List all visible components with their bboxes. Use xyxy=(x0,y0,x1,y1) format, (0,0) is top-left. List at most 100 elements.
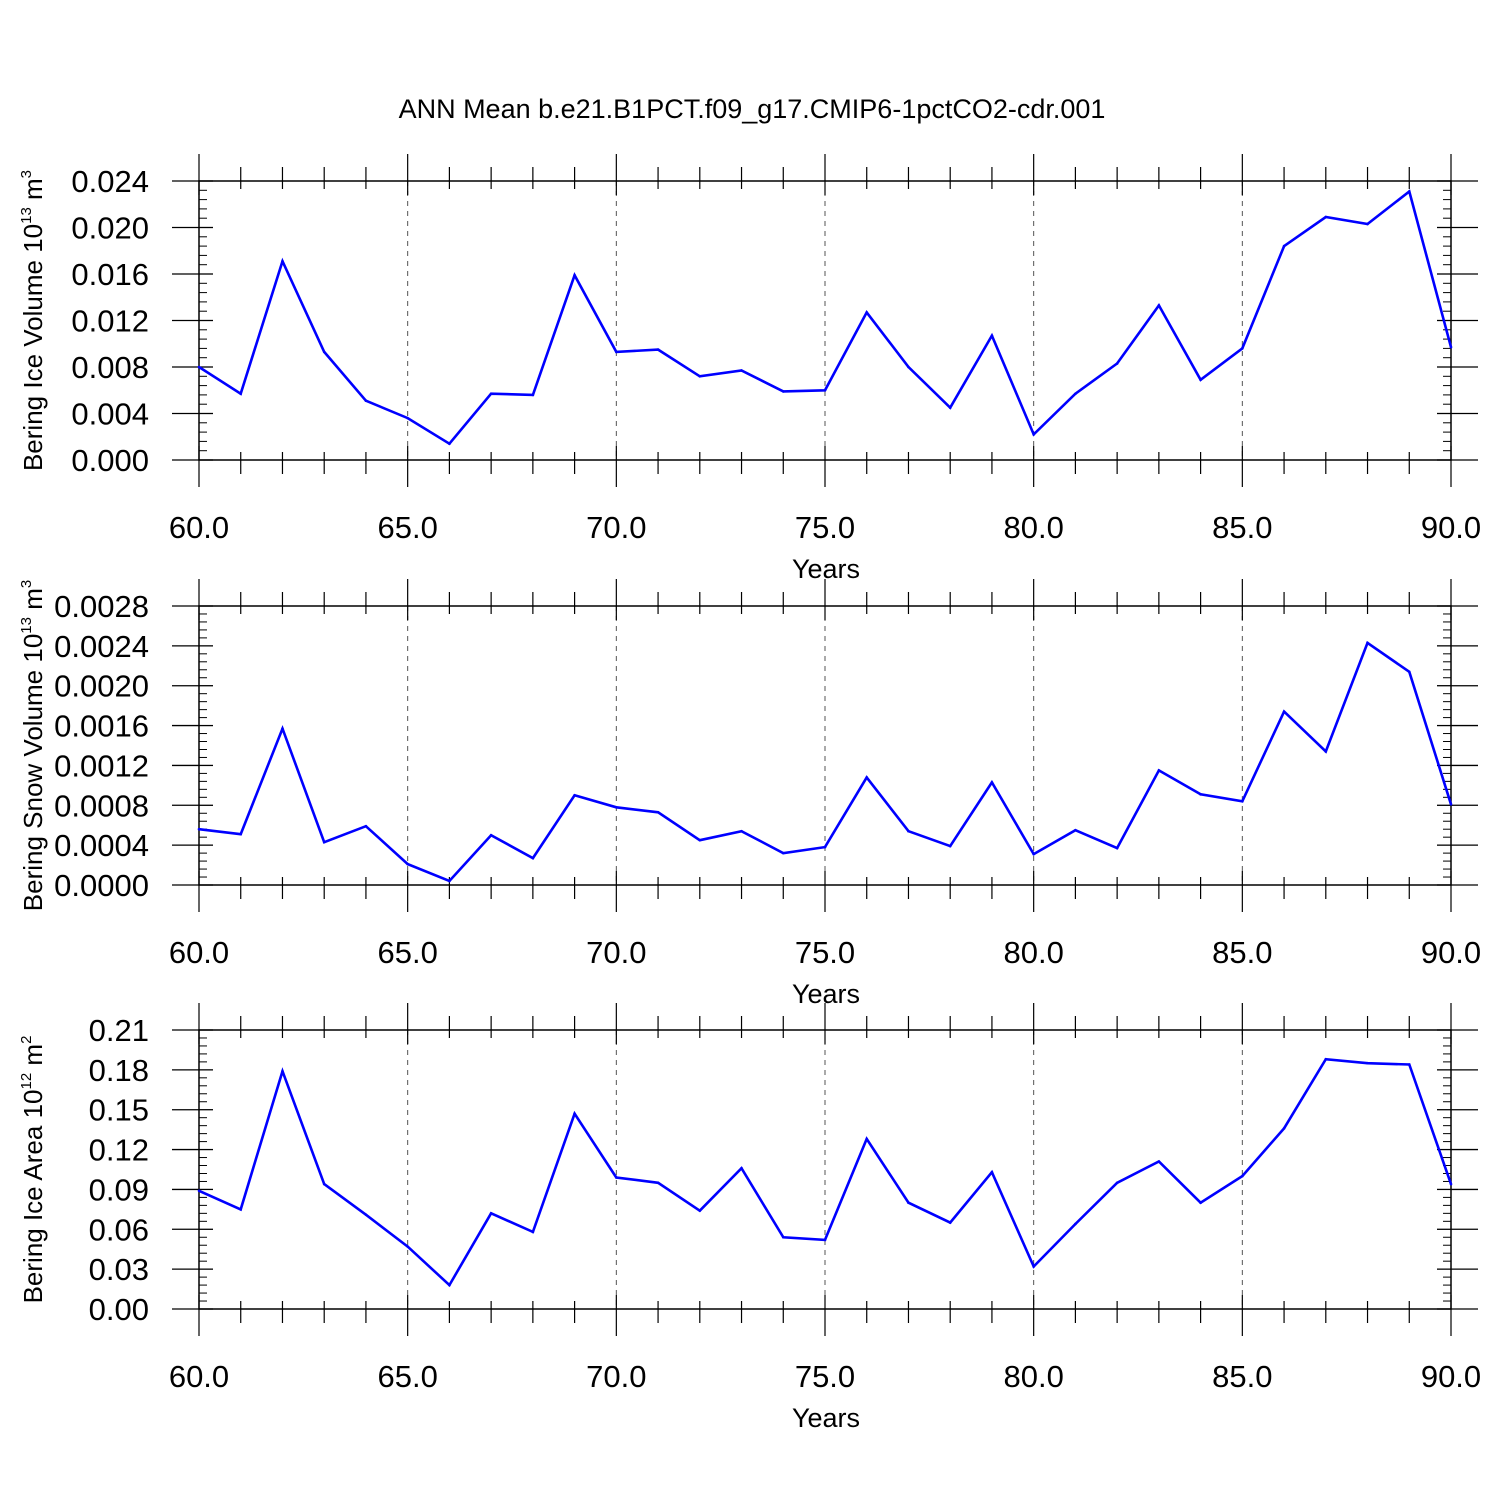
data-point xyxy=(1032,1265,1035,1268)
x-tick-label: 90.0 xyxy=(1421,1359,1481,1394)
data-point xyxy=(531,1230,535,1234)
x-tick-label: 60.0 xyxy=(169,1359,229,1394)
y-axis-title-unit: m xyxy=(18,1044,48,1073)
data-point xyxy=(1324,1057,1328,1061)
data-point xyxy=(1366,222,1369,226)
data-point xyxy=(1074,828,1077,832)
x-tick-label: 90.0 xyxy=(1421,935,1481,970)
data-point xyxy=(1115,846,1119,850)
data-point xyxy=(1115,362,1119,365)
data-point xyxy=(573,1112,576,1115)
y-tick-label: 0.0008 xyxy=(54,788,149,823)
y-tick-label: 0.024 xyxy=(71,164,149,199)
data-point xyxy=(865,311,869,314)
data-point xyxy=(698,1209,702,1212)
y-axis-title-exponent: 13 xyxy=(18,617,35,634)
x-tick-label: 80.0 xyxy=(1003,1359,1063,1394)
data-point xyxy=(1449,802,1453,806)
data-point xyxy=(573,273,576,277)
data-point xyxy=(1366,1061,1369,1065)
data-point xyxy=(448,1283,451,1287)
data-point xyxy=(781,390,785,393)
data-point xyxy=(1282,710,1286,713)
data-point xyxy=(1074,392,1077,396)
data-point xyxy=(1324,215,1328,219)
data-point xyxy=(740,1166,743,1170)
data-point xyxy=(781,851,785,855)
y-axis-title: Bering Ice Area 1012 m2 xyxy=(18,1036,48,1304)
data-point xyxy=(656,1181,660,1185)
y-tick-label: 0.004 xyxy=(71,397,149,432)
data-point xyxy=(239,832,243,836)
data-point xyxy=(406,1245,409,1248)
plot-frame xyxy=(198,180,1452,461)
y-tick-label: 0.008 xyxy=(71,350,149,385)
data-point xyxy=(322,840,326,844)
data-point xyxy=(1282,244,1286,248)
y-axis-title-main: Bering Ice Volume 10 xyxy=(18,224,48,471)
plot-frame xyxy=(198,605,1452,886)
data-point xyxy=(907,365,910,369)
data-point xyxy=(364,824,368,828)
x-tick-label: 75.0 xyxy=(795,510,855,545)
data-point xyxy=(948,1221,952,1224)
data-point xyxy=(740,369,743,372)
y-tick-label: 0.06 xyxy=(89,1212,149,1247)
data-point xyxy=(1032,433,1035,436)
plot-panel-3: 0.00 0.03 0.06 0.09 0.12 0.15 0.18 0.21 60.0 65.0… xyxy=(18,1003,1481,1433)
data-point xyxy=(531,393,535,397)
y-tick-label: 0.21 xyxy=(89,1013,149,1048)
data-point xyxy=(1199,1201,1202,1205)
x-tick-label: 75.0 xyxy=(795,935,855,970)
data-point xyxy=(1241,347,1244,350)
data-point xyxy=(948,406,952,409)
y-tick-label: 0.0012 xyxy=(54,748,149,783)
data-point xyxy=(1032,852,1035,856)
data-point xyxy=(239,392,243,396)
data-point xyxy=(1282,1127,1286,1130)
data-point xyxy=(907,829,910,833)
x-axis-title: Years xyxy=(792,554,860,584)
data-point xyxy=(656,348,660,351)
data-point xyxy=(615,1176,618,1179)
y-tick-label: 0.0024 xyxy=(54,629,149,664)
y-axis-title-exponent: 12 xyxy=(18,1073,35,1090)
y-axis-title-unit-exponent: 3 xyxy=(18,170,35,178)
y-axis-title-main: Bering Snow Volume 10 xyxy=(18,634,48,912)
y-axis-title-main: Bering Ice Area 10 xyxy=(18,1090,48,1304)
y-axis-title-exponent: 13 xyxy=(18,207,35,224)
data-point xyxy=(698,375,702,378)
x-axis-title: Years xyxy=(792,979,860,1009)
data-point xyxy=(1449,345,1453,349)
data-point xyxy=(1407,1063,1411,1066)
plot-panel-1: 0.000 0.004 0.008 0.012 0.016 0.020 0.024 60.0 6… xyxy=(18,154,1481,584)
data-point xyxy=(1324,750,1328,753)
data-point xyxy=(531,856,535,860)
data-point xyxy=(907,1201,910,1205)
data-point xyxy=(781,1235,785,1239)
y-tick-label: 0.03 xyxy=(89,1252,149,1287)
data-point xyxy=(948,844,952,848)
data-point xyxy=(1199,793,1202,796)
data-point xyxy=(489,1212,493,1215)
data-point xyxy=(364,399,368,403)
x-axis-title: Years xyxy=(792,1403,860,1433)
data-point xyxy=(197,827,201,831)
data-point xyxy=(656,810,660,814)
data-point xyxy=(865,776,869,779)
data-point xyxy=(1366,641,1369,645)
y-tick-label: 0.0016 xyxy=(54,709,149,744)
y-tick-label: 0.0028 xyxy=(54,589,149,624)
y-tick-label: 0.0020 xyxy=(54,669,149,704)
data-point xyxy=(1449,1182,1453,1186)
data-point xyxy=(322,350,326,354)
data-point xyxy=(823,1238,827,1242)
y-axis-title: Bering Ice Volume 1013 m3 xyxy=(18,170,48,471)
x-tick-label: 65.0 xyxy=(377,510,437,545)
data-point xyxy=(197,365,201,369)
x-tick-label: 85.0 xyxy=(1212,935,1272,970)
data-point xyxy=(1407,670,1411,674)
data-point xyxy=(573,794,576,797)
y-axis-title-unit-exponent: 2 xyxy=(18,1036,35,1044)
